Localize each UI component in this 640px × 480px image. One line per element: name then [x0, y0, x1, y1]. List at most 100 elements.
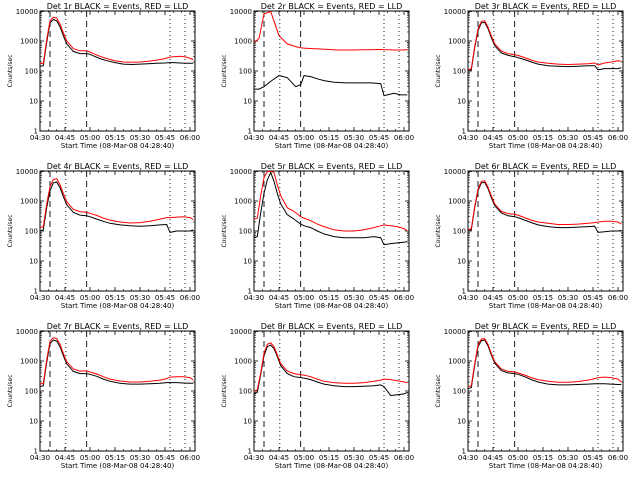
x-tick-label: 05:15 [533, 134, 553, 142]
series-lld [254, 171, 408, 232]
y-tick-label: 1000 [234, 358, 252, 366]
y-tick-label: 10 [457, 258, 466, 266]
y-tick-label: 10 [243, 258, 252, 266]
x-tick-label: 05:15 [319, 134, 339, 142]
detector-panel-9: Det 9r BLACK = Events, RED = LLD 1 10 100 10… [435, 322, 628, 470]
x-tick-label: 05:30 [130, 294, 150, 302]
y-tick-label: 100 [25, 228, 38, 236]
y-tick-label: 10000 [444, 168, 466, 176]
x-tick-label: 04:30 [458, 454, 478, 462]
x-axis-label: Start Time (08-Mar-08 04:28:40) [489, 302, 603, 310]
series-events [40, 18, 194, 67]
y-tick-label: 1000 [448, 38, 466, 46]
y-tick-label: 1000 [448, 358, 466, 366]
x-tick-label: 05:45 [583, 454, 603, 462]
x-axis-label: Start Time (08-Mar-08 04:28:40) [61, 462, 175, 470]
series-lld [254, 342, 408, 392]
series-lld [254, 11, 408, 51]
x-tick-label: 05:15 [319, 294, 339, 302]
x-tick-label: 04:45 [483, 294, 503, 302]
x-tick-label: 06:00 [180, 134, 200, 142]
y-tick-label: 100 [25, 68, 38, 76]
panel-title: Det 7r BLACK = Events, RED = LLD [47, 322, 189, 331]
x-tick-label: 05:00 [508, 294, 528, 302]
x-tick-label: 06:00 [180, 294, 200, 302]
x-tick-label: 04:45 [55, 134, 75, 142]
y-tick-label: 1000 [234, 38, 252, 46]
series-events [468, 339, 622, 390]
x-tick-label: 04:30 [244, 294, 264, 302]
y-tick-label: 10 [243, 418, 252, 426]
y-tick-label: 10000 [16, 8, 38, 16]
x-tick-label: 05:15 [533, 454, 553, 462]
x-tick-label: 04:30 [30, 294, 50, 302]
x-tick-label: 05:45 [155, 294, 175, 302]
y-tick-label: 10 [457, 418, 466, 426]
x-tick-label: 05:45 [583, 134, 603, 142]
x-tick-label: 05:45 [369, 294, 389, 302]
y-tick-label: 100 [453, 228, 466, 236]
y-tick-label: 10 [29, 98, 38, 106]
x-axis-label: Start Time (08-Mar-08 04:28:40) [275, 302, 389, 310]
y-tick-label: 100 [453, 68, 466, 76]
x-tick-label: 04:30 [458, 294, 478, 302]
y-axis-label: Counts/sec [7, 54, 14, 87]
y-tick-label: 10000 [230, 8, 252, 16]
series-events [254, 344, 408, 397]
x-tick-label: 04:45 [55, 294, 75, 302]
x-tick-label: 04:30 [244, 454, 264, 462]
plot-frame [39, 170, 196, 292]
y-tick-label: 100 [25, 388, 38, 396]
x-tick-label: 04:45 [269, 134, 289, 142]
panel-title: Det 6r BLACK = Events, RED = LLD [475, 162, 617, 171]
x-tick-label: 05:45 [583, 294, 603, 302]
series-events [468, 181, 622, 233]
x-tick-label: 05:15 [533, 294, 553, 302]
x-tick-label: 05:00 [508, 454, 528, 462]
x-axis-label: Start Time (08-Mar-08 04:28:40) [61, 302, 175, 310]
x-tick-label: 05:00 [508, 134, 528, 142]
series-events [40, 181, 194, 233]
y-tick-label: 1000 [20, 198, 38, 206]
y-tick-label: 1 [462, 288, 466, 296]
x-tick-label: 05:15 [319, 454, 339, 462]
plot-frame [253, 330, 410, 452]
plot-frame [467, 10, 624, 132]
x-tick-label: 05:00 [80, 454, 100, 462]
y-tick-label: 1000 [20, 38, 38, 46]
panel-title: Det 4r BLACK = Events, RED = LLD [47, 162, 189, 171]
x-tick-label: 06:00 [608, 294, 628, 302]
series-lld [40, 337, 194, 385]
x-tick-label: 05:00 [294, 134, 314, 142]
y-axis-label: Counts/sec [7, 374, 14, 407]
x-tick-label: 05:30 [130, 134, 150, 142]
y-tick-label: 10000 [230, 168, 252, 176]
y-tick-label: 1 [34, 128, 38, 136]
series-events [468, 21, 622, 72]
y-axis-label: Counts/sec [435, 54, 442, 87]
x-tick-label: 05:30 [344, 294, 364, 302]
y-tick-label: 10 [457, 98, 466, 106]
y-tick-label: 10000 [16, 168, 38, 176]
y-tick-label: 1 [462, 128, 466, 136]
x-tick-label: 04:45 [55, 454, 75, 462]
x-tick-label: 06:00 [394, 294, 414, 302]
plot-frame [253, 10, 410, 132]
y-axis-label: Counts/sec [221, 374, 228, 407]
x-axis-label: Start Time (08-Mar-08 04:28:40) [275, 462, 389, 470]
x-tick-label: 05:45 [155, 134, 175, 142]
detector-panel-7: Det 7r BLACK = Events, RED = LLD 1 10 100 10… [7, 322, 200, 470]
x-tick-label: 05:00 [294, 294, 314, 302]
x-tick-label: 04:30 [30, 134, 50, 142]
x-tick-label: 05:45 [155, 454, 175, 462]
panel-title: Det 1r BLACK = Events, RED = LLD [47, 2, 189, 11]
x-tick-label: 04:45 [269, 294, 289, 302]
x-tick-label: 05:15 [105, 134, 125, 142]
y-tick-label: 1 [34, 288, 38, 296]
panel-title: Det 3r BLACK = Events, RED = LLD [475, 2, 617, 11]
y-tick-label: 10 [243, 98, 252, 106]
y-axis-label: Counts/sec [7, 214, 14, 247]
panel-title: Det 9r BLACK = Events, RED = LLD [475, 322, 617, 331]
y-tick-label: 100 [453, 388, 466, 396]
